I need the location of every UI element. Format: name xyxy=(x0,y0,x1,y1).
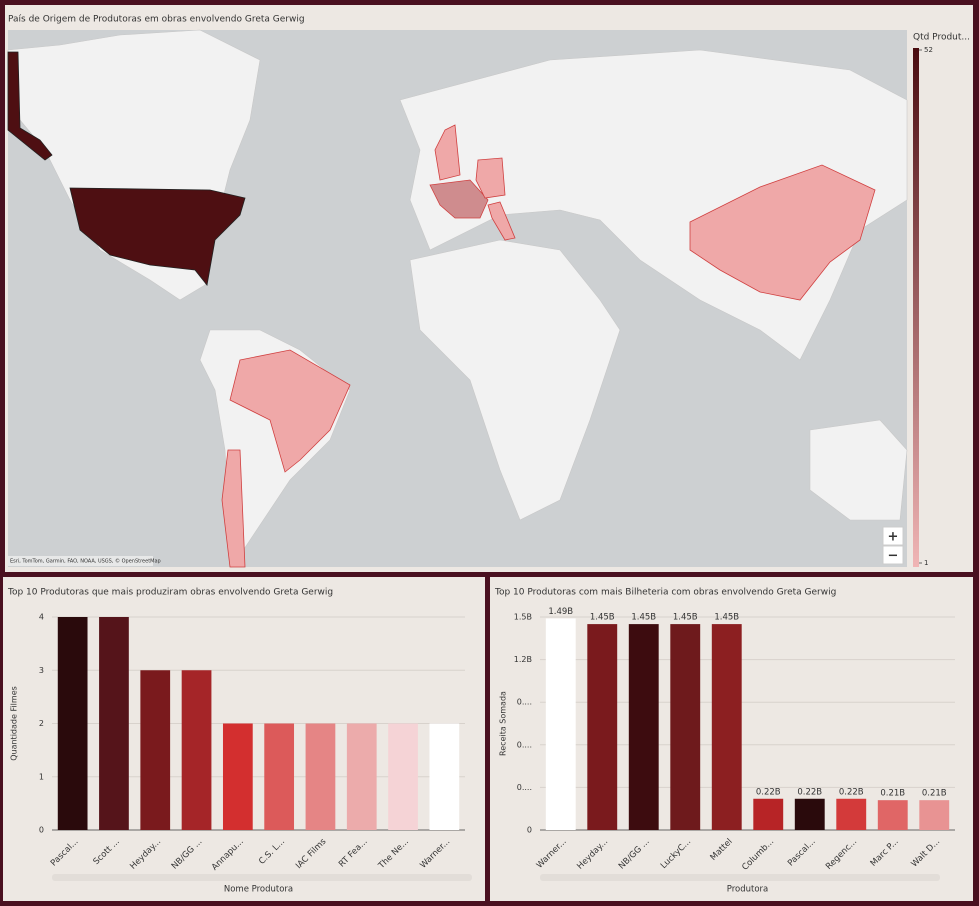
bar xyxy=(429,723,460,830)
attribution-bg xyxy=(8,556,153,566)
scrollbar[interactable] xyxy=(52,874,472,881)
bar xyxy=(711,624,742,830)
y-tick-label: 0.... xyxy=(517,783,532,792)
bar xyxy=(264,723,295,830)
bar xyxy=(346,723,377,830)
zoom-out-button[interactable] xyxy=(882,545,904,565)
y-tick-label: 1.5B xyxy=(514,613,532,622)
legend-tick-label: 1 xyxy=(924,559,928,567)
legend-tick-label: 52 xyxy=(924,46,933,54)
bar xyxy=(140,670,171,830)
y-axis-title: Receita Somada xyxy=(499,691,508,756)
bar xyxy=(305,723,336,830)
usa xyxy=(69,187,246,286)
bar xyxy=(628,624,659,830)
italy xyxy=(487,201,516,241)
value-label: 1.49B xyxy=(548,607,573,617)
australia xyxy=(809,419,908,521)
bar xyxy=(587,624,618,830)
bar xyxy=(753,798,784,830)
chart-title: Top 10 Produtoras que mais produziram ob… xyxy=(7,588,333,598)
value-label: 1.45B xyxy=(673,613,698,623)
value-label: 0.21B xyxy=(922,789,947,799)
x-axis-title: Nome Produtora xyxy=(224,885,293,895)
attribution: Esri, TomTom, Garmin, FAO, NOAA, USGS, ©… xyxy=(10,558,161,565)
x-axis-title: Produtora xyxy=(727,885,769,895)
chile xyxy=(221,449,246,568)
y-tick-label: 4 xyxy=(39,613,44,622)
bar xyxy=(919,800,950,830)
value-label: 1.45B xyxy=(714,613,739,623)
bar xyxy=(670,624,701,830)
y-tick-label: 3 xyxy=(39,666,44,675)
y-tick-label: 1 xyxy=(39,772,44,781)
y-tick-label: 0.... xyxy=(517,698,532,707)
y-tick-label: 2 xyxy=(39,719,44,728)
africa xyxy=(409,239,621,521)
value-label: 1.45B xyxy=(590,613,615,623)
uk xyxy=(434,124,461,181)
zoom-out[interactable]: − xyxy=(888,549,899,564)
scrollbar[interactable] xyxy=(540,874,940,881)
legend-title: Qtd Produt... xyxy=(913,33,970,43)
y-tick-label: 0.... xyxy=(517,740,532,749)
zoom-in-button[interactable] xyxy=(882,526,904,546)
bar xyxy=(545,618,576,830)
y-tick-label: 1.2B xyxy=(514,655,532,664)
bar xyxy=(222,723,253,830)
value-label: 0.22B xyxy=(839,787,864,797)
bar xyxy=(181,670,212,830)
alaska xyxy=(7,51,53,161)
value-label: 1.45B xyxy=(631,613,656,623)
value-label: 0.21B xyxy=(880,789,905,799)
bar xyxy=(877,800,908,830)
map-title: País de Origem de Produtoras em obras en… xyxy=(8,15,305,25)
brazil xyxy=(229,349,351,473)
legend-scale xyxy=(913,48,919,567)
france xyxy=(429,179,489,219)
bar xyxy=(57,617,88,830)
germany xyxy=(475,157,506,199)
value-label: 0.22B xyxy=(756,787,781,797)
y-tick-label: 0 xyxy=(39,826,44,835)
china xyxy=(689,164,876,301)
y-tick-label: 0 xyxy=(527,826,532,835)
bar xyxy=(836,798,867,830)
bar xyxy=(794,798,825,830)
zoom-in[interactable]: + xyxy=(888,530,899,545)
chart-title: Top 10 Produtoras com mais Bilheteria co… xyxy=(494,588,836,598)
map-land xyxy=(7,29,908,568)
value-label: 0.22B xyxy=(797,787,822,797)
y-axis-title: Quantidade Filmes xyxy=(10,686,19,761)
bar xyxy=(388,723,418,830)
bar xyxy=(99,617,129,830)
